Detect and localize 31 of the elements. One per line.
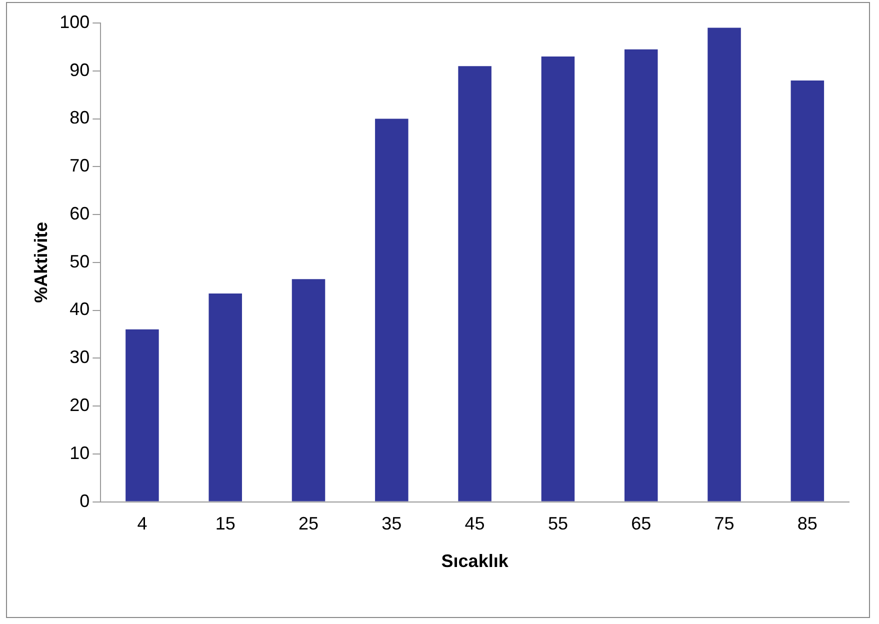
x-tick-label: 65 xyxy=(631,514,652,534)
x-tick-label: 75 xyxy=(714,514,734,534)
bar xyxy=(708,28,741,502)
bar xyxy=(375,118,408,502)
bar xyxy=(126,329,159,502)
bar xyxy=(790,80,824,502)
bar xyxy=(292,279,326,502)
y-axis-title: %Aktivite xyxy=(30,222,51,303)
y-tick-label: 10 xyxy=(70,442,90,463)
bar xyxy=(208,294,242,502)
y-tick-label: 40 xyxy=(70,299,90,320)
x-tick-label: 85 xyxy=(797,514,818,534)
y-tick-label: 30 xyxy=(70,347,90,368)
y-tick-label: 50 xyxy=(70,251,90,272)
x-tick-label: 25 xyxy=(298,514,319,534)
y-tick-label: 0 xyxy=(80,490,90,511)
x-tick-label: 4 xyxy=(137,514,148,534)
x-tick-label: 55 xyxy=(548,514,568,534)
x-tick-label: 35 xyxy=(382,514,402,534)
bar xyxy=(458,66,492,502)
x-tick-label: 45 xyxy=(464,514,485,534)
y-tick-label: 80 xyxy=(70,108,90,128)
y-tick-label: 60 xyxy=(70,203,90,224)
y-tick-label: 70 xyxy=(70,156,90,176)
y-tick-label: 20 xyxy=(70,395,90,416)
y-tick-label: 100 xyxy=(60,12,90,32)
bar xyxy=(624,49,658,502)
y-tick-label: 90 xyxy=(70,60,90,80)
x-tick-label: 15 xyxy=(215,514,236,534)
bar xyxy=(541,56,575,502)
x-axis-title: Sıcaklık xyxy=(441,551,510,572)
